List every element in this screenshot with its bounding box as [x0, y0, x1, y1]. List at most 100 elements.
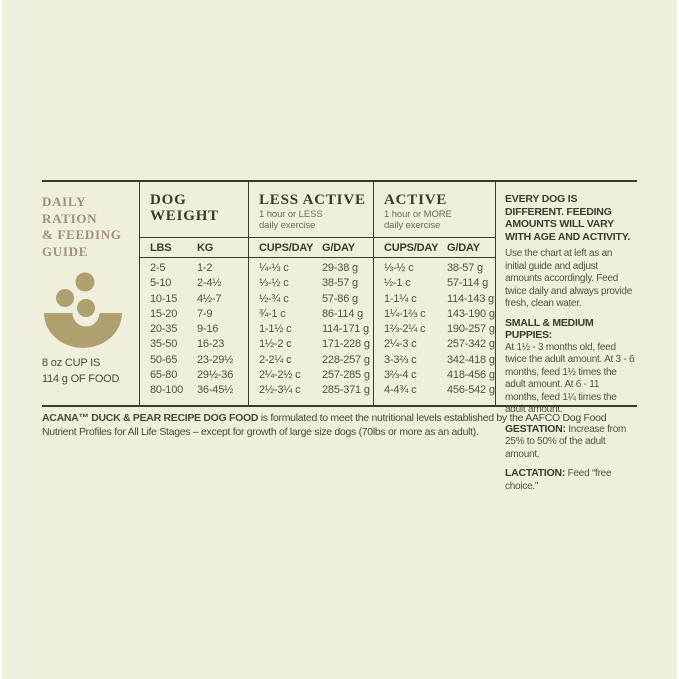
table-cell: 2½-3¼ c: [259, 384, 301, 397]
table-cell: ¼-⅓ c: [259, 262, 289, 274]
table-row: 65-80 29½-36: [150, 369, 248, 384]
table-cell: 228-257 g: [322, 353, 370, 366]
table-cell: 23-29½: [197, 353, 234, 366]
table-cell: 16-23: [197, 338, 225, 351]
title-line: & FEEDING: [42, 227, 122, 242]
section-active: ACTIVE 1 hour or MORE daily exercise CUP…: [373, 182, 495, 405]
gestation-label: GESTATION:: [505, 422, 566, 435]
table-cell: ¾-1 c: [259, 307, 286, 320]
table-cell: 65-80: [150, 369, 178, 382]
feeding-guide-grid: DAILY RATION & FEEDING GUIDE 8 oz CUP IS…: [42, 182, 637, 492]
table-row: 1¼-1⅔ c 143-190 g: [384, 308, 495, 323]
table-row: 2¼-2½ c 257-285 g: [259, 369, 373, 384]
subtitle-line: 1 hour or MORE: [384, 209, 452, 220]
table-cell: 285-371 g: [322, 384, 370, 397]
table-cell: 456-542 g: [447, 384, 495, 397]
less-active-header: LESS ACTIVE 1 hour or LESS daily exercis…: [249, 182, 373, 238]
table-cell: 114-171 g: [322, 323, 369, 336]
less-active-rows: ¼-⅓ c 29-38 g ⅓-½ c 38-57 g ½-¾ c 57-86 g ¾-1 …: [249, 258, 373, 400]
table-row: 3⅔-4 c 418-456 g: [384, 369, 495, 384]
active-header: ACTIVE 1 hour or MORE daily exercise: [374, 182, 495, 238]
table-row: 1½-2 c 171-228 g: [259, 338, 373, 353]
table-row: 2-2¼ c 228-257 g: [259, 354, 373, 369]
section-title: DOG WEIGHT: [150, 192, 219, 224]
table-cell: 9-16: [197, 323, 219, 336]
footnote-text: is formulated to meet the nutritional le…: [42, 412, 607, 438]
table-row: 80-100 36-45½: [150, 384, 248, 399]
puppies-label: SMALL & MEDIUM PUPPIES:: [505, 316, 594, 342]
table-row: ⅓-½ c 38-57 g: [384, 262, 495, 277]
notes-headline: EVERY DOG IS DIFFERENT. FEEDING AMOUNTS …: [505, 193, 631, 243]
table-cell: 29½-36: [197, 369, 234, 382]
table-cell: 15-20: [150, 307, 178, 320]
table-cell: 1-2: [197, 262, 213, 274]
table-row: 35-50 16-23: [150, 338, 248, 353]
top-divider: [42, 180, 637, 182]
lactation-label: LACTATION:: [505, 467, 566, 479]
section-title: LESS ACTIVE: [259, 192, 366, 208]
dog-weight-columns: LBS KG: [140, 238, 248, 258]
column-header-grams: G/DAY: [447, 241, 480, 254]
table-cell: 20-35: [150, 323, 178, 336]
table-row: 10-15 4½-7: [150, 293, 248, 308]
table-row: 2-5 1-2: [150, 262, 248, 277]
active-columns: CUPS/DAY G/DAY: [374, 238, 495, 258]
section-subtitle: 1 hour or MORE daily exercise: [384, 209, 495, 231]
active-rows: ⅓-½ c 38-57 g ½-1 c 57-114 g 1-1¼ c 114-143 g…: [374, 258, 495, 400]
cup-note-line: 114 g OF FOOD: [42, 372, 120, 385]
table-cell: 4-4¾ c: [384, 384, 417, 397]
table-cell: 2-4½: [197, 277, 222, 290]
table-cell: 1-1½ c: [259, 323, 292, 336]
table-cell: ½-¾ c: [259, 292, 289, 305]
table-cell: 10-15: [150, 292, 178, 305]
notes-puppies: SMALL & MEDIUM PUPPIES: At 1½ - 3 months …: [505, 317, 635, 417]
table-row: 20-35 9-16: [150, 323, 248, 338]
table-row: ½-¾ c 57-86 g: [259, 293, 373, 308]
aafco-footnote: ACANA™ DUCK & PEAR RECIPE DOG FOOD is fo…: [42, 412, 618, 439]
table-cell: 257-285 g: [322, 369, 370, 382]
table-cell: 86-114 g: [322, 307, 364, 320]
table-cell: 3⅔-4 c: [384, 369, 417, 382]
table-row: 2½-3¼ c 285-371 g: [259, 384, 373, 399]
table-row: 5-10 2-4½: [150, 277, 248, 292]
table-cell: 38-57 g: [447, 262, 483, 274]
table-row: ¾-1 c 86-114 g: [259, 308, 373, 323]
table-row: 2¼-3 c 257-342 g: [384, 338, 495, 353]
section-subtitle: 1 hour or LESS daily exercise: [259, 209, 373, 231]
footnote-product-name: ACANA™ DUCK & PEAR RECIPE DOG FOOD: [42, 412, 259, 424]
cup-note-line: 8 oz CUP IS: [42, 357, 101, 369]
table-cell: 1-1¼ c: [384, 292, 417, 305]
table-row: 4-4¾ c 456-542 g: [384, 384, 495, 399]
table-cell: 5-10: [150, 277, 172, 290]
table-cell: ⅓-½ c: [384, 262, 414, 274]
notes-intro: Use the chart at left as an initial guid…: [505, 248, 633, 309]
table-cell: 1⅔-2¼ c: [384, 323, 426, 336]
table-cell: ⅓-½ c: [259, 277, 289, 290]
table-row: ⅓-½ c 38-57 g: [259, 277, 373, 292]
table-cell: 2-5: [150, 262, 166, 274]
less-active-columns: CUPS/DAY G/DAY: [249, 238, 373, 258]
subtitle-line: daily exercise: [384, 219, 441, 231]
section-dog-weight: DOG WEIGHT LBS KG 2-5 1-2 5-10 2-4½ 10-15 4½-…: [139, 182, 248, 405]
table-row: ½-1 c 57-114 g: [384, 277, 495, 292]
column-header-kg: KG: [197, 241, 214, 254]
table-row: 3-3⅔ c 342-418 g: [384, 354, 495, 369]
table-cell: 36-45½: [197, 384, 234, 397]
table-row: 1-1¼ c 114-143 g: [384, 293, 495, 308]
table-cell: 2¼-3 c: [384, 338, 417, 351]
table-cell: 80-100: [150, 384, 184, 397]
table-row: ¼-⅓ c 29-38 g: [259, 262, 373, 277]
column-header-lbs: LBS: [150, 241, 172, 254]
table-cell: 114-143 g: [447, 292, 494, 305]
table-cell: 143-190 g: [447, 307, 495, 320]
daily-ration-title: DAILY RATION & FEEDING GUIDE: [42, 182, 139, 260]
table-cell: 57-86 g: [322, 292, 358, 305]
table-cell: 29-38 g: [322, 262, 358, 274]
dog-weight-rows: 2-5 1-2 5-10 2-4½ 10-15 4½-7 15-20 7-9 20-35 9-16…: [140, 258, 248, 400]
section-title: ACTIVE: [384, 192, 448, 208]
table-cell: 38-57 g: [322, 277, 358, 290]
notes-lactation: LACTATION: Feed “free choice.”: [505, 467, 635, 493]
cup-measure-note: 8 oz CUP IS 114 g OF FOOD: [42, 356, 119, 387]
table-cell: 1¼-1⅔ c: [384, 307, 426, 320]
